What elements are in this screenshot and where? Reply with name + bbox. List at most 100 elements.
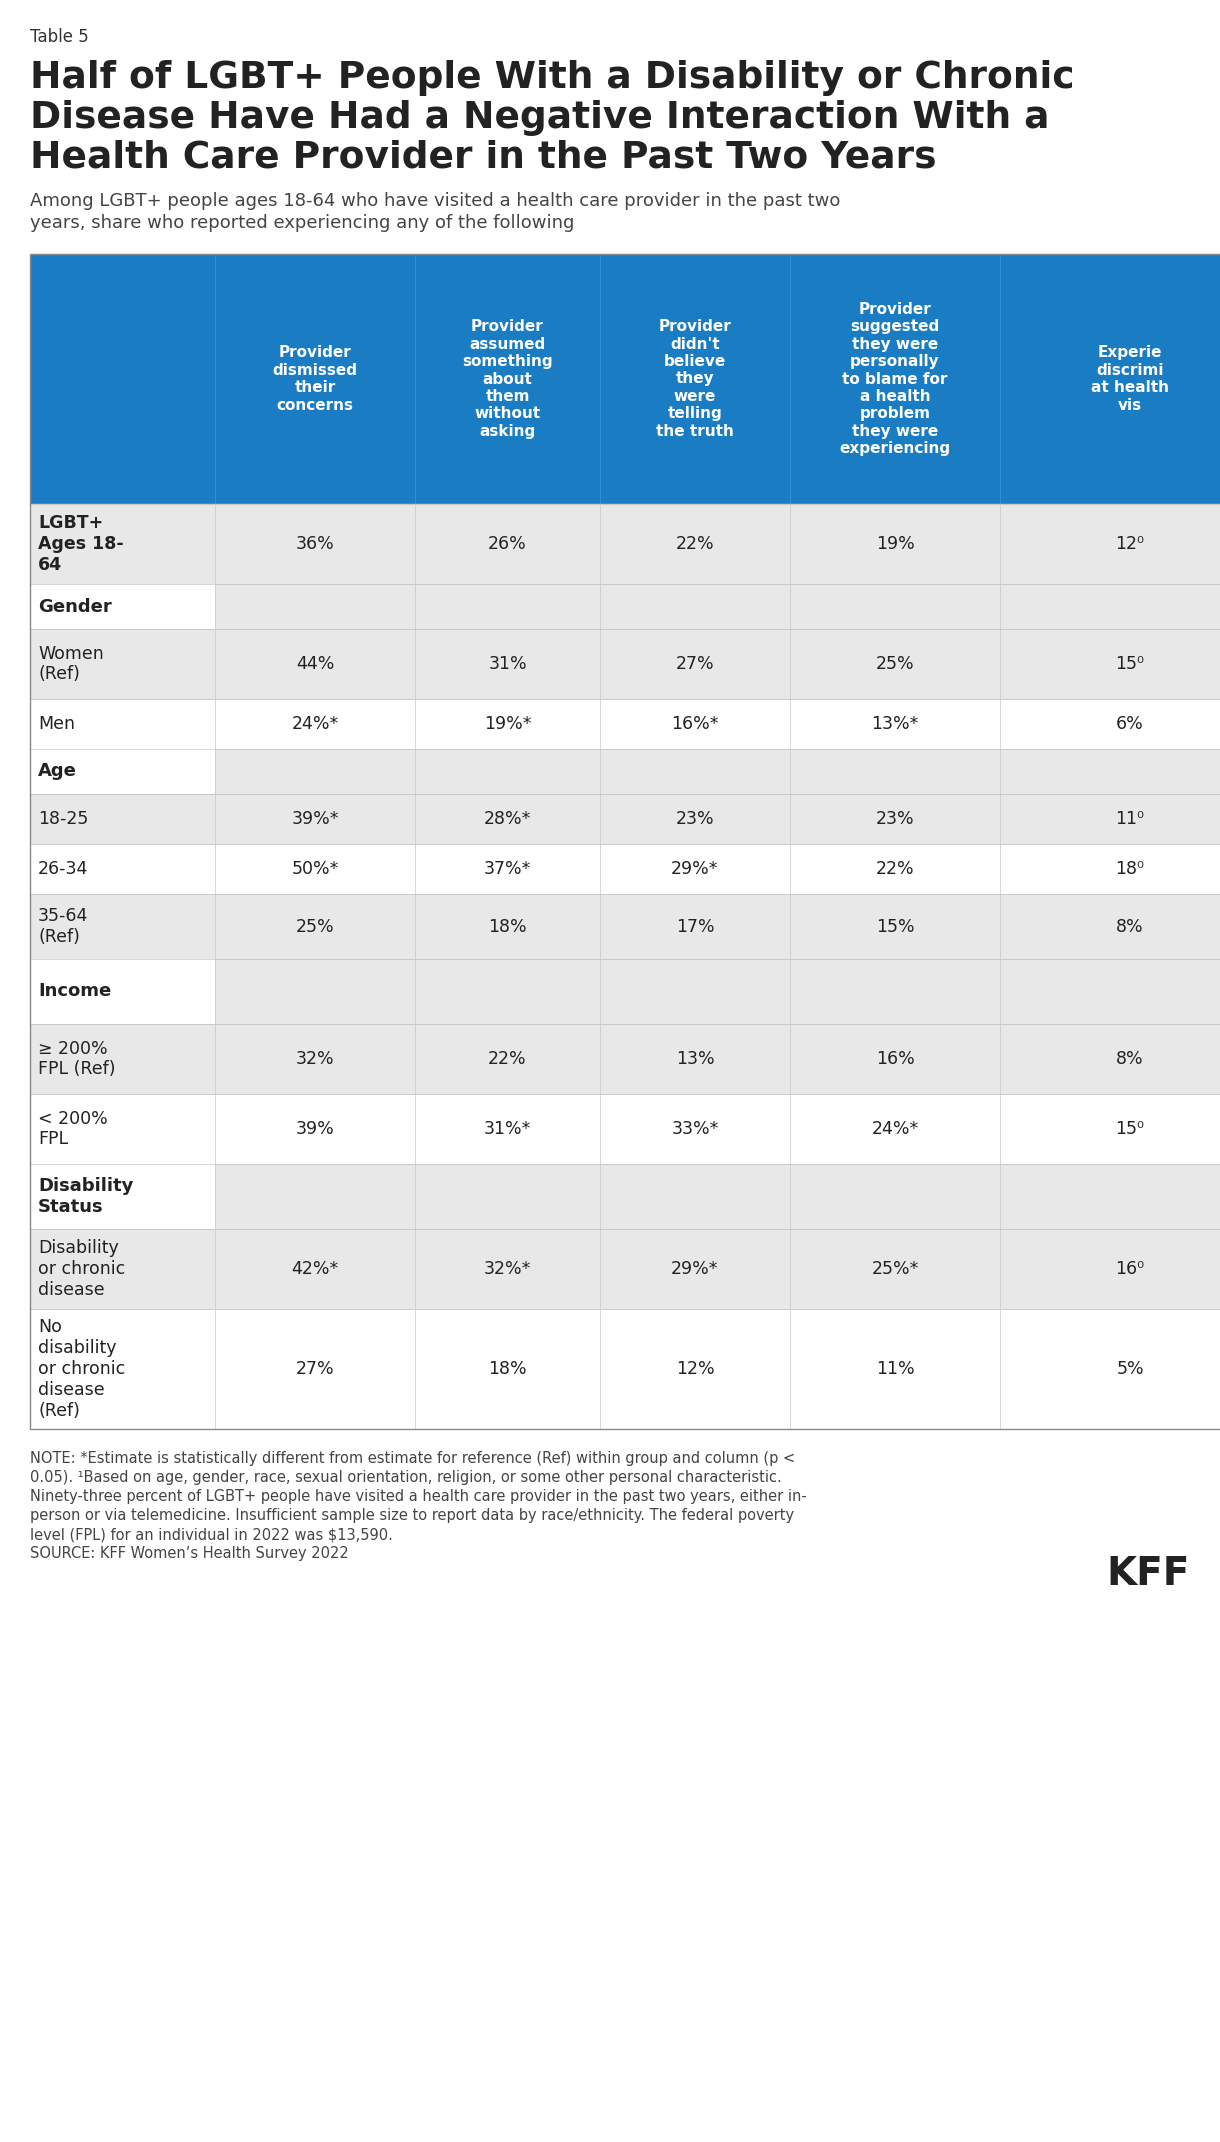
Text: 22%: 22%	[876, 859, 914, 878]
Bar	[30, 1163, 1220, 1230]
Text: Disability
or chronic
disease: Disability or chronic disease	[38, 1240, 126, 1298]
Bar	[30, 1024, 1220, 1095]
Bar	[30, 844, 1220, 893]
Text: 29%*: 29%*	[671, 1259, 719, 1279]
Text: 8%: 8%	[1116, 917, 1144, 936]
Text: 31%*: 31%*	[484, 1120, 531, 1137]
Text: 24%*: 24%*	[871, 1120, 919, 1137]
Bar	[30, 893, 1220, 960]
Text: 27%: 27%	[676, 655, 715, 673]
Text: Half of LGBT+ People With a Disability or Chronic: Half of LGBT+ People With a Disability o…	[30, 60, 1075, 96]
Text: 25%: 25%	[876, 655, 914, 673]
Text: 50%*: 50%*	[292, 859, 339, 878]
Text: 18%: 18%	[488, 1360, 527, 1377]
Text: 11%: 11%	[876, 1360, 914, 1377]
Text: 0.05). ¹Based on age, gender, race, sexual orientation, religion, or some other : 0.05). ¹Based on age, gender, race, sexu…	[30, 1469, 782, 1484]
Bar	[30, 698, 1220, 750]
Text: SOURCE: KFF Women’s Health Survey 2022: SOURCE: KFF Women’s Health Survey 2022	[30, 1547, 349, 1562]
Text: 26-34: 26-34	[38, 859, 88, 878]
Bar	[30, 1095, 1220, 1163]
Text: 22%: 22%	[488, 1050, 527, 1069]
Text: 35-64
(Ref): 35-64 (Ref)	[38, 906, 88, 947]
Text: 26%: 26%	[488, 536, 527, 553]
Text: 37%*: 37%*	[484, 859, 531, 878]
Text: 19%*: 19%*	[484, 715, 531, 733]
Text: 15⁰: 15⁰	[1115, 655, 1144, 673]
Text: 13%*: 13%*	[871, 715, 919, 733]
Text: 16⁰: 16⁰	[1115, 1259, 1144, 1279]
Text: Provider
didn't
believe
they
were
telling
the truth: Provider didn't believe they were tellin…	[656, 319, 734, 439]
Text: 5%: 5%	[1116, 1360, 1144, 1377]
Text: 18%: 18%	[488, 917, 527, 936]
Text: 28%*: 28%*	[484, 810, 531, 829]
Bar	[30, 960, 1220, 1024]
Text: 22%: 22%	[676, 536, 715, 553]
Text: 25%*: 25%*	[871, 1259, 919, 1279]
Bar	[30, 585, 1220, 630]
Text: person or via telemedicine. Insufficient sample size to report data by race/ethn: person or via telemedicine. Insufficient…	[30, 1508, 794, 1523]
Text: 16%*: 16%*	[671, 715, 719, 733]
Bar	[30, 1163, 215, 1230]
Text: 36%: 36%	[295, 536, 334, 553]
Text: years, share who reported experiencing any of the following: years, share who reported experiencing a…	[30, 214, 575, 231]
Bar	[30, 750, 1220, 795]
Text: 39%: 39%	[295, 1120, 334, 1137]
Bar	[30, 750, 215, 795]
Text: 24%*: 24%*	[292, 715, 339, 733]
Text: 31%: 31%	[488, 655, 527, 673]
Text: 15⁰: 15⁰	[1115, 1120, 1144, 1137]
Text: 13%: 13%	[676, 1050, 715, 1069]
Text: Table 5: Table 5	[30, 28, 89, 45]
Text: 23%: 23%	[876, 810, 914, 829]
Text: 32%: 32%	[295, 1050, 334, 1069]
Text: 12%: 12%	[676, 1360, 715, 1377]
Text: 12⁰: 12⁰	[1115, 536, 1144, 553]
Text: level (FPL) for an individual in 2022 was $13,590.: level (FPL) for an individual in 2022 wa…	[30, 1527, 393, 1542]
Text: 18-25: 18-25	[38, 810, 88, 829]
Text: 17%: 17%	[676, 917, 715, 936]
Bar	[30, 1309, 1220, 1429]
Text: 33%*: 33%*	[671, 1120, 719, 1137]
Text: 8%: 8%	[1116, 1050, 1144, 1069]
Bar	[30, 585, 215, 630]
Text: 32%*: 32%*	[484, 1259, 531, 1279]
Bar	[30, 630, 1220, 698]
Text: 18⁰: 18⁰	[1115, 859, 1144, 878]
Text: Disease Have Had a Negative Interaction With a: Disease Have Had a Negative Interaction …	[30, 101, 1049, 135]
Bar	[30, 960, 215, 1024]
Text: 19%: 19%	[876, 536, 914, 553]
Text: 11⁰: 11⁰	[1115, 810, 1144, 829]
Text: Men: Men	[38, 715, 74, 733]
Text: Age: Age	[38, 763, 77, 780]
Text: Provider
assumed
something
about
them
without
asking: Provider assumed something about them wi…	[462, 319, 553, 439]
Text: Income: Income	[38, 983, 111, 1000]
Bar	[30, 255, 1220, 503]
Text: Gender: Gender	[38, 598, 112, 615]
Text: Disability
Status: Disability Status	[38, 1178, 133, 1217]
Text: Provider
dismissed
their
concerns: Provider dismissed their concerns	[272, 345, 357, 413]
Text: 29%*: 29%*	[671, 859, 719, 878]
Text: 27%: 27%	[295, 1360, 334, 1377]
Text: NOTE: *Estimate is statistically different from estimate for reference (Ref) wit: NOTE: *Estimate is statistically differe…	[30, 1450, 795, 1465]
Bar	[30, 1230, 1220, 1309]
Text: No
disability
or chronic
disease
(Ref): No disability or chronic disease (Ref)	[38, 1317, 126, 1420]
Text: 39%*: 39%*	[292, 810, 339, 829]
Text: LGBT+
Ages 18-
64: LGBT+ Ages 18- 64	[38, 514, 123, 574]
Text: Health Care Provider in the Past Two Years: Health Care Provider in the Past Two Yea…	[30, 139, 937, 176]
Text: 44%: 44%	[295, 655, 334, 673]
Text: 6%: 6%	[1116, 715, 1144, 733]
Bar	[30, 795, 1220, 844]
Bar	[30, 503, 1220, 585]
Text: 25%: 25%	[295, 917, 334, 936]
Bar	[30, 255, 1220, 1429]
Text: 16%: 16%	[876, 1050, 914, 1069]
Text: < 200%
FPL: < 200% FPL	[38, 1110, 107, 1148]
Text: 15%: 15%	[876, 917, 914, 936]
Text: Provider
suggested
they were
personally
to blame for
a health
problem
they were
: Provider suggested they were personally …	[839, 302, 950, 456]
Text: Ninety-three percent of LGBT+ people have visited a health care provider in the : Ninety-three percent of LGBT+ people hav…	[30, 1489, 806, 1504]
Text: ≥ 200%
FPL (Ref): ≥ 200% FPL (Ref)	[38, 1039, 116, 1077]
Text: KFF: KFF	[1107, 1555, 1190, 1594]
Text: Women
(Ref): Women (Ref)	[38, 645, 104, 683]
Text: 23%: 23%	[676, 810, 715, 829]
Text: Experie
discrimi
at health
vis: Experie discrimi at health vis	[1091, 345, 1169, 413]
